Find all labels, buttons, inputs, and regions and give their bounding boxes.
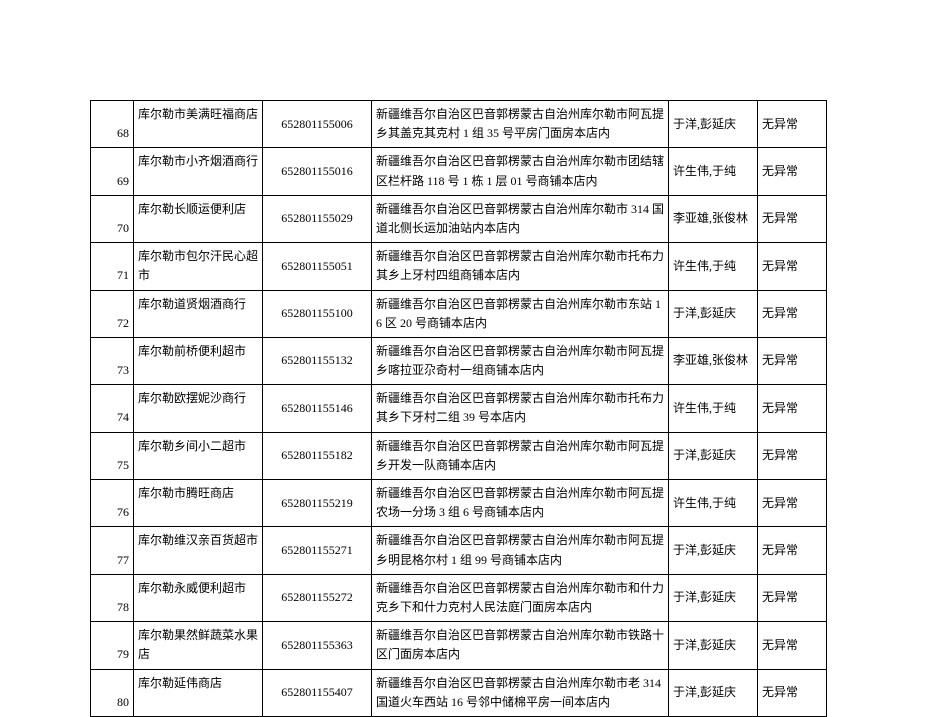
inspector: 于洋,彭延庆 [669,432,758,479]
row-number: 78 [91,574,134,621]
license-code: 652801155407 [263,669,372,716]
shop-name: 库尔勒永威便利超市 [134,574,263,621]
row-number: 68 [91,101,134,148]
shop-name: 库尔勒市美满旺福商店 [134,101,263,148]
license-code: 652801155006 [263,101,372,148]
license-code: 652801155182 [263,432,372,479]
table-row: 74库尔勒欧摆妮沙商行652801155146新疆维吾尔自治区巴音郭楞蒙古自治州… [91,385,827,432]
license-code: 652801155100 [263,290,372,337]
table-row: 69库尔勒市小齐烟酒商行652801155016新疆维吾尔自治区巴音郭楞蒙古自治… [91,148,827,195]
inspector: 李亚雄,张俊林 [669,337,758,384]
status: 无异常 [758,148,827,195]
table-row: 80库尔勒延伟商店652801155407新疆维吾尔自治区巴音郭楞蒙古自治州库尔… [91,669,827,716]
status: 无异常 [758,669,827,716]
status: 无异常 [758,195,827,242]
address: 新疆维吾尔自治区巴音郭楞蒙古自治州库尔勒市和什力克乡下和什力克村人民法庭门面房本… [372,574,669,621]
status: 无异常 [758,385,827,432]
row-number: 69 [91,148,134,195]
row-number: 72 [91,290,134,337]
status: 无异常 [758,243,827,290]
row-number: 71 [91,243,134,290]
table-row: 76库尔勒市腾旺商店652801155219新疆维吾尔自治区巴音郭楞蒙古自治州库… [91,480,827,527]
address: 新疆维吾尔自治区巴音郭楞蒙古自治州库尔勒市托布力其乡下牙村二组 39 号本店内 [372,385,669,432]
status: 无异常 [758,290,827,337]
address: 新疆维吾尔自治区巴音郭楞蒙古自治州库尔勒市阿瓦提乡开发一队商铺本店内 [372,432,669,479]
address: 新疆维吾尔自治区巴音郭楞蒙古自治州库尔勒市阿瓦提乡喀拉亚尕奇村一组商铺本店内 [372,337,669,384]
row-number: 75 [91,432,134,479]
inspector: 李亚雄,张俊林 [669,195,758,242]
table-row: 78库尔勒永威便利超市652801155272新疆维吾尔自治区巴音郭楞蒙古自治州… [91,574,827,621]
inspector: 许生伟,于纯 [669,385,758,432]
address: 新疆维吾尔自治区巴音郭楞蒙古自治州库尔勒市托布力其乡上牙村四组商铺本店内 [372,243,669,290]
table-row: 68库尔勒市美满旺福商店652801155006新疆维吾尔自治区巴音郭楞蒙古自治… [91,101,827,148]
status: 无异常 [758,432,827,479]
inspector: 于洋,彭延庆 [669,669,758,716]
status: 无异常 [758,574,827,621]
inspector: 许生伟,于纯 [669,148,758,195]
inspector: 于洋,彭延庆 [669,527,758,574]
shop-name: 库尔勒前桥便利超市 [134,337,263,384]
shop-name: 库尔勒长顺运便利店 [134,195,263,242]
records-table: 68库尔勒市美满旺福商店652801155006新疆维吾尔自治区巴音郭楞蒙古自治… [90,100,827,717]
license-code: 652801155272 [263,574,372,621]
inspector: 于洋,彭延庆 [669,290,758,337]
row-number: 70 [91,195,134,242]
address: 新疆维吾尔自治区巴音郭楞蒙古自治州库尔勒市阿瓦提农场一分场 3 组 6 号商铺本… [372,480,669,527]
license-code: 652801155132 [263,337,372,384]
row-number: 80 [91,669,134,716]
license-code: 652801155051 [263,243,372,290]
shop-name: 库尔勒延伟商店 [134,669,263,716]
license-code: 652801155146 [263,385,372,432]
inspector: 于洋,彭延庆 [669,101,758,148]
address: 新疆维吾尔自治区巴音郭楞蒙古自治州库尔勒市团结辖区栏杆路 118 号 1 栋 1… [372,148,669,195]
shop-name: 库尔勒维汉亲百货超市 [134,527,263,574]
license-code: 652801155029 [263,195,372,242]
shop-name: 库尔勒乡间小二超市 [134,432,263,479]
inspector: 许生伟,于纯 [669,243,758,290]
license-code: 652801155219 [263,480,372,527]
table-row: 77库尔勒维汉亲百货超市652801155271新疆维吾尔自治区巴音郭楞蒙古自治… [91,527,827,574]
status: 无异常 [758,480,827,527]
table-row: 73库尔勒前桥便利超市652801155132新疆维吾尔自治区巴音郭楞蒙古自治州… [91,337,827,384]
license-code: 652801155016 [263,148,372,195]
row-number: 74 [91,385,134,432]
shop-name: 库尔勒市小齐烟酒商行 [134,148,263,195]
row-number: 73 [91,337,134,384]
inspector: 于洋,彭延庆 [669,574,758,621]
shop-name: 库尔勒道贤烟酒商行 [134,290,263,337]
address: 新疆维吾尔自治区巴音郭楞蒙古自治州库尔勒市东站 16 区 20 号商铺本店内 [372,290,669,337]
address: 新疆维吾尔自治区巴音郭楞蒙古自治州库尔勒市阿瓦提乡明昆格尔村 1 组 99 号商… [372,527,669,574]
row-number: 77 [91,527,134,574]
table-row: 70库尔勒长顺运便利店652801155029新疆维吾尔自治区巴音郭楞蒙古自治州… [91,195,827,242]
row-number: 76 [91,480,134,527]
shop-name: 库尔勒市包尔汗民心超市 [134,243,263,290]
status: 无异常 [758,101,827,148]
address: 新疆维吾尔自治区巴音郭楞蒙古自治州库尔勒市 314 国道北侧长运加油站内本店内 [372,195,669,242]
status: 无异常 [758,527,827,574]
shop-name: 库尔勒市腾旺商店 [134,480,263,527]
table-row: 72库尔勒道贤烟酒商行652801155100新疆维吾尔自治区巴音郭楞蒙古自治州… [91,290,827,337]
address: 新疆维吾尔自治区巴音郭楞蒙古自治州库尔勒市阿瓦提乡其盖克其克村 1 组 35 号… [372,101,669,148]
table-row: 75库尔勒乡间小二超市652801155182新疆维吾尔自治区巴音郭楞蒙古自治州… [91,432,827,479]
address: 新疆维吾尔自治区巴音郭楞蒙古自治州库尔勒市老 314 国道火车西站 16 号邻中… [372,669,669,716]
shop-name: 库尔勒欧摆妮沙商行 [134,385,263,432]
inspector: 许生伟,于纯 [669,480,758,527]
license-code: 652801155271 [263,527,372,574]
status: 无异常 [758,337,827,384]
table-row: 71库尔勒市包尔汗民心超市652801155051新疆维吾尔自治区巴音郭楞蒙古自… [91,243,827,290]
